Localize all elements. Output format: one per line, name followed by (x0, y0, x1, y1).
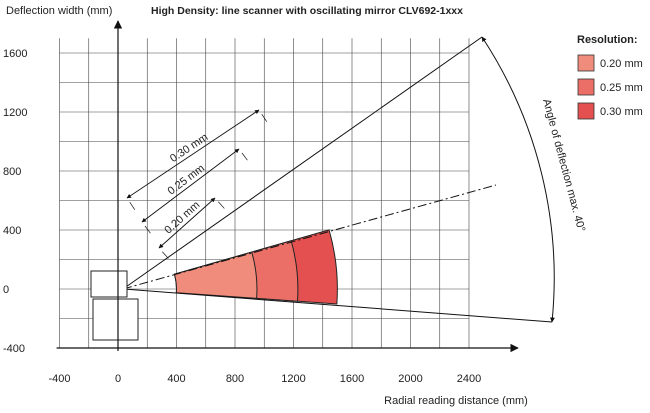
x-tick-label: 1600 (340, 373, 364, 385)
legend-label: 0.25 mm (600, 82, 643, 94)
y-tick-label: 0 (3, 284, 9, 296)
chart-title: High Density: line scanner with oscillat… (151, 5, 463, 17)
x-tick-label: 0 (115, 373, 121, 385)
y-tick-label: 1600 (3, 48, 27, 60)
legend: Resolution: 0.20 mm 0.25 mm 0.30 mm (577, 34, 643, 119)
legend-label: 0.20 mm (600, 58, 643, 70)
angle-arc (482, 37, 554, 322)
scanner-head (91, 271, 127, 297)
legend-swatch (578, 55, 594, 71)
y-tick-label: 800 (3, 166, 21, 178)
range-dim-extension (162, 252, 168, 259)
range-dim-label: 0.20 mm (162, 199, 202, 236)
x-axis-title: Radial reading distance (mm) (384, 395, 528, 407)
y-tick-label: -400 (3, 343, 25, 355)
legend-label: 0.30 mm (600, 106, 643, 118)
x-tick-label: 1200 (281, 373, 305, 385)
range-dim-extension (130, 202, 135, 209)
range-dim-label: 0.30 mm (168, 131, 210, 165)
x-tick-label: 2400 (457, 373, 481, 385)
legend-title: Resolution: (577, 34, 638, 46)
range-dim-label: 0.25 mm (166, 162, 207, 197)
y-tick-label: 400 (3, 225, 21, 237)
legend-swatch (578, 79, 594, 95)
y-axis-title: Deflection width (mm) (6, 5, 112, 17)
x-tick-label: 2000 (398, 373, 422, 385)
range-dim-extension (242, 153, 247, 160)
range-dim-line (127, 110, 259, 198)
legend-swatch (578, 103, 594, 119)
range-dimension-lines: 0.30 mm0.25 mm0.20 mm (127, 110, 267, 258)
y-tick-label: 1200 (3, 107, 27, 119)
tick-labels: -400 0 400 800 1200 1600 2000 2400 1600 1200 800 40… (3, 48, 481, 385)
x-tick-label: 400 (167, 373, 185, 385)
scanner-body (93, 299, 138, 340)
x-tick-label: 800 (226, 373, 244, 385)
range-dim-extension (145, 226, 150, 233)
zone-020 (174, 252, 257, 298)
resolution-zones (174, 230, 337, 304)
range-dim-extension (218, 202, 224, 209)
x-tick-label: -400 (48, 373, 70, 385)
